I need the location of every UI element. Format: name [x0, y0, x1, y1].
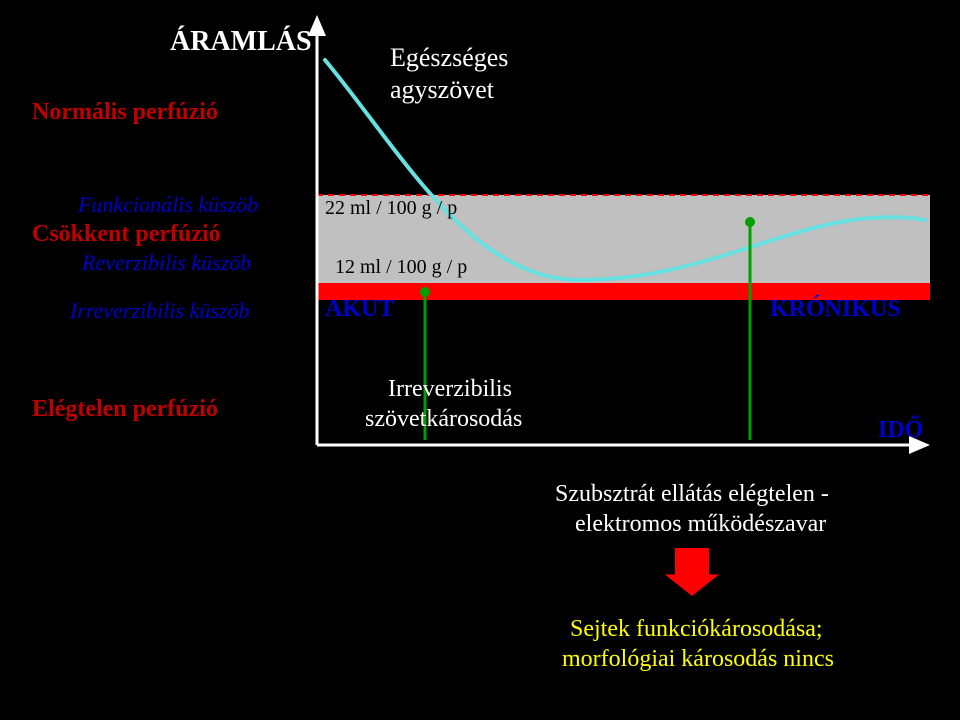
- irreversible-threshold: Irreverzibilis küszöb: [70, 298, 249, 324]
- reversible-threshold: Reverzibilis küszöb: [82, 250, 251, 276]
- cells-line2: morfológiai károsodás nincs: [562, 645, 834, 674]
- value-22: 22 ml / 100 g / p: [325, 196, 457, 220]
- irrev-damage-line2: szövetkárosodás: [365, 405, 522, 434]
- healthy-line1: Egészséges: [390, 42, 508, 73]
- value-12: 12 ml / 100 g / p: [335, 255, 467, 279]
- time-axis-label: IDŐ: [878, 416, 923, 445]
- diagram-stage: { "canvas": { "width": 960, "height": 72…: [0, 0, 960, 720]
- healthy-line2: agyszövet: [390, 74, 494, 105]
- functional-threshold: Funkcionális küszöb: [78, 192, 258, 218]
- cells-line1: Sejtek funkciókárosodása;: [570, 615, 823, 644]
- substrate-line1: Szubsztrát ellátás elégtelen -: [555, 480, 829, 509]
- akut-label: AKUT: [325, 295, 394, 324]
- substrate-line2: elektromos működészavar: [575, 510, 826, 539]
- irrev-damage-line1: Irreverzibilis: [388, 375, 512, 404]
- kronikus-label: KRÓNIKUS: [770, 295, 901, 324]
- insufficient-perfusion: Elégtelen perfúzió: [32, 395, 218, 424]
- reduced-perfusion-label: Csökkent perfúzió: [32, 220, 221, 249]
- title-label: ÁRAMLÁS: [170, 25, 312, 59]
- normal-perfusion-label: Normális perfúzió: [32, 98, 218, 127]
